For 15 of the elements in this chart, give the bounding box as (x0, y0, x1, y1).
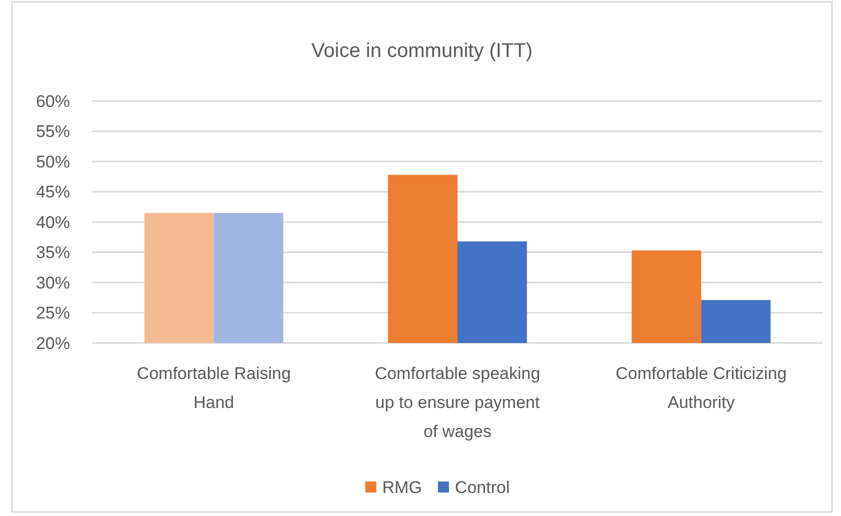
y-tick-label: 55% (36, 122, 70, 142)
x-tick-label: Comfortable speaking up to ensure payment of wages (374, 364, 540, 441)
y-tick-label: 35% (36, 243, 70, 262)
y-tick-label: 25% (36, 304, 70, 323)
y-tick-label: 50% (36, 152, 70, 172)
y-tick-label: 45% (36, 182, 70, 202)
y-tick-label: 30% (36, 273, 70, 292)
y-tick-label: 60% (36, 92, 70, 111)
chart-title: Voice in community (ITT) (311, 40, 533, 62)
x-tick-label: Comfortable Criticizing Authority (616, 364, 787, 412)
y-tick-label: 40% (36, 212, 70, 232)
legend-label: RMG (382, 478, 422, 497)
legend-label: Control (454, 478, 510, 497)
x-tick-label: Comfortable Raising Hand (136, 364, 291, 412)
y-tick-label: 20% (36, 334, 70, 353)
